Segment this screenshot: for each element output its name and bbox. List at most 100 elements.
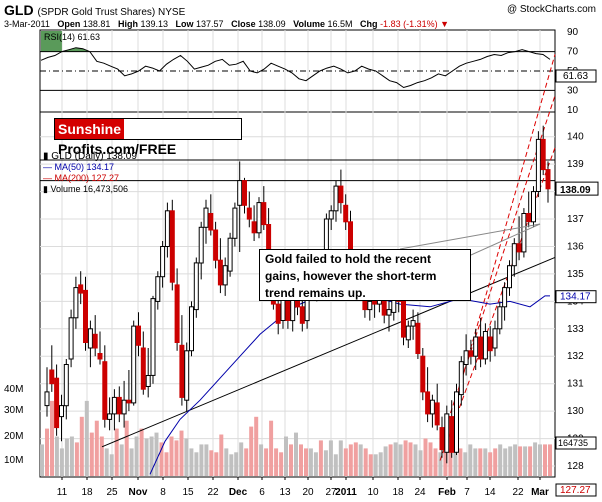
ma200-value-box bbox=[555, 483, 597, 497]
candle-body bbox=[511, 243, 517, 267]
ma50-value-box bbox=[555, 290, 597, 304]
volume-bar bbox=[179, 430, 184, 476]
rsi-tick-label: 90 bbox=[567, 27, 579, 38]
volume-bar bbox=[279, 452, 284, 476]
high-value: 139.13 bbox=[140, 19, 168, 29]
candle-body bbox=[449, 416, 455, 453]
legend-volume-label: Volume 16,473,506 bbox=[50, 184, 129, 194]
volume-bar bbox=[169, 436, 174, 476]
candle-body bbox=[333, 185, 339, 212]
volume-bar bbox=[348, 444, 353, 476]
candle-body bbox=[429, 399, 435, 415]
candle-body bbox=[535, 138, 541, 192]
candle-body bbox=[160, 246, 166, 278]
candle-body bbox=[189, 306, 194, 352]
volume-bar bbox=[373, 454, 378, 476]
volume-bar bbox=[488, 452, 493, 476]
volume-bar bbox=[184, 438, 189, 476]
volume-bar bbox=[304, 448, 308, 476]
volume-bar bbox=[154, 432, 159, 477]
legend-ma200: — MA(200) 127.27 bbox=[43, 173, 120, 183]
price-tick-label: 140 bbox=[567, 132, 584, 143]
candle-series bbox=[44, 125, 551, 464]
candle-body bbox=[92, 333, 98, 349]
candle-body bbox=[232, 207, 238, 239]
volume-bar bbox=[244, 448, 249, 476]
volume-bar bbox=[194, 452, 199, 476]
candle-body bbox=[246, 207, 252, 220]
volume-bar bbox=[468, 444, 473, 476]
volume-bar bbox=[318, 440, 323, 476]
legend-gld: ▮ GLD (Daily) 138.09 bbox=[43, 151, 137, 162]
x-tick-label: Mar bbox=[531, 487, 549, 498]
candle-body bbox=[401, 300, 406, 338]
volume-bar bbox=[259, 444, 264, 476]
candle-body bbox=[261, 202, 267, 226]
x-tick-label: 22 bbox=[207, 487, 219, 498]
volume-bar bbox=[274, 448, 279, 476]
price-tick-label: 132 bbox=[567, 351, 584, 362]
candle-body bbox=[131, 325, 137, 404]
volume-bar bbox=[114, 428, 119, 476]
candle-body bbox=[439, 427, 445, 451]
candle-body bbox=[111, 396, 117, 415]
volume-bar bbox=[343, 448, 348, 476]
volume-bar bbox=[249, 426, 254, 476]
volume-bar bbox=[533, 442, 538, 476]
volume-bar bbox=[69, 436, 74, 476]
volume-bar bbox=[423, 438, 428, 476]
candle-body bbox=[54, 377, 60, 429]
long-term-trendline bbox=[101, 256, 556, 448]
volume-bar bbox=[308, 448, 313, 476]
candle-body bbox=[434, 402, 440, 426]
volume-bar bbox=[50, 400, 54, 476]
candle-body bbox=[425, 391, 431, 415]
candle-body bbox=[405, 325, 411, 341]
price-tick-label: 130 bbox=[567, 406, 584, 417]
volume-bar bbox=[164, 452, 169, 476]
volume-bar bbox=[393, 442, 398, 476]
volume-bar bbox=[45, 428, 49, 476]
candle-body bbox=[121, 399, 127, 415]
candle-body bbox=[169, 210, 175, 283]
candle-body bbox=[526, 213, 532, 223]
legend-ma200-label: MA(200) 127.27 bbox=[54, 173, 120, 183]
volume-bar bbox=[79, 416, 84, 477]
volume-bar bbox=[289, 444, 293, 476]
candle-body bbox=[68, 317, 74, 360]
candle-body bbox=[540, 138, 546, 171]
candle-body bbox=[487, 336, 493, 352]
volume-tick-label: 10M bbox=[4, 455, 23, 466]
volume-bar bbox=[199, 444, 204, 476]
volume-bar bbox=[513, 444, 518, 476]
price-tick-label: 131 bbox=[567, 379, 584, 390]
candle-body bbox=[63, 364, 69, 407]
candle-body bbox=[531, 191, 536, 223]
volume-bar bbox=[269, 420, 274, 476]
x-tick-label: 22 bbox=[512, 487, 524, 498]
volume-bar bbox=[234, 452, 239, 476]
rsi-value-label: 61.63 bbox=[563, 71, 588, 82]
annotation-pointer-2 bbox=[399, 223, 541, 250]
last-price-label: 138.09 bbox=[560, 185, 591, 196]
volume-bar bbox=[478, 448, 483, 476]
x-tick-label: 6 bbox=[259, 487, 265, 498]
candle-body bbox=[507, 265, 512, 289]
candle-body bbox=[150, 298, 156, 376]
candle-body bbox=[454, 391, 459, 453]
candle-body bbox=[184, 350, 190, 401]
volume-bar bbox=[338, 440, 343, 476]
volume-bar bbox=[518, 446, 523, 476]
rsi-value-box bbox=[555, 69, 597, 83]
volume-bar bbox=[448, 448, 453, 476]
candle-body bbox=[203, 207, 209, 228]
volume-bar bbox=[498, 444, 503, 476]
candle-body bbox=[107, 413, 113, 420]
volume-series bbox=[40, 400, 552, 477]
volume-bar bbox=[528, 446, 533, 476]
candle-body bbox=[256, 202, 262, 234]
ma200-value-label: 127.27 bbox=[560, 485, 591, 496]
rsi-tick-label: 30 bbox=[567, 85, 579, 96]
close-label: Close bbox=[231, 19, 256, 29]
candle-body bbox=[251, 221, 257, 234]
